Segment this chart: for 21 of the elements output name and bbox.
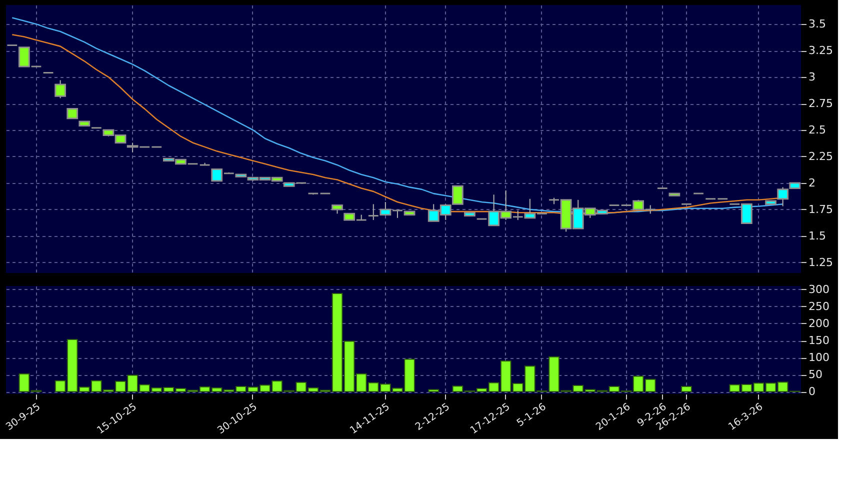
y-tick-label: 150 — [808, 334, 830, 348]
bar — [428, 389, 440, 392]
y-tick-label: 1.25 — [808, 256, 833, 269]
y-tick-label: 250 — [808, 300, 830, 313]
y-tick-label: 0 — [808, 385, 816, 398]
y-tick-label: 50 — [808, 368, 822, 382]
y-tick-label: 100 — [808, 351, 830, 364]
candlestick — [66, 108, 78, 120]
bar — [681, 386, 692, 392]
candlestick — [54, 80, 66, 99]
y-tick-label: 3.5 — [808, 18, 826, 31]
y-tick-label: 2.75 — [808, 97, 833, 110]
y-tick-label: 1.75 — [808, 202, 833, 216]
y-tick-label: 1.5 — [808, 229, 826, 242]
y-tick-label: 2 — [808, 176, 816, 190]
y-tick-label: 2.25 — [808, 150, 833, 163]
y-tick-label: 3.25 — [808, 44, 833, 58]
y-tick-label: 3 — [808, 70, 816, 84]
y-tick-label: 300 — [808, 282, 830, 296]
y-tick-label: 200 — [808, 316, 830, 330]
y-tick-label: 2.5 — [808, 123, 826, 136]
